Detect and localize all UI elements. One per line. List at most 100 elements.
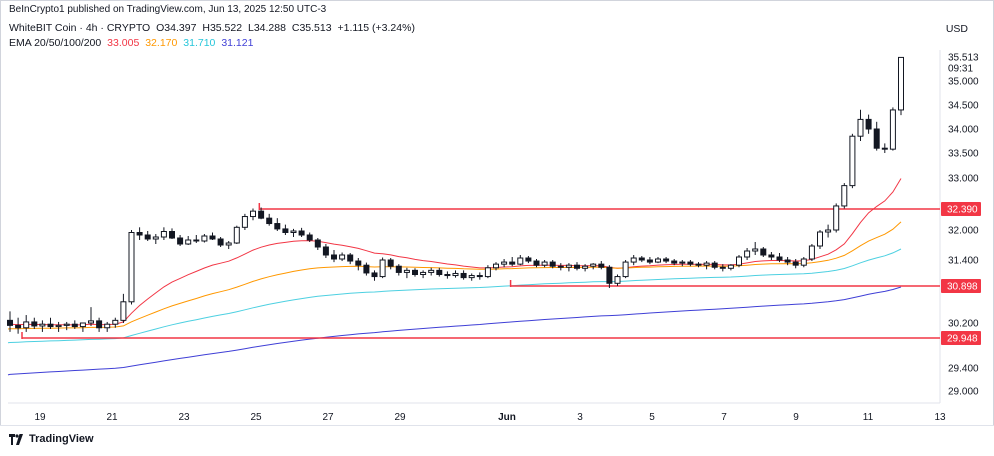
candle-body-down bbox=[784, 259, 791, 263]
footer-bar: TradingView bbox=[0, 425, 994, 456]
price-tick-label: 34.500 bbox=[948, 101, 979, 112]
candle-body-up bbox=[841, 185, 848, 207]
price-tick-label: 35.000 bbox=[948, 77, 979, 88]
candle bbox=[833, 203, 840, 233]
candle bbox=[622, 260, 629, 279]
level-price-badge bbox=[941, 279, 981, 293]
ema-100-line bbox=[7, 248, 902, 344]
level-price-badge bbox=[941, 202, 981, 216]
time-tick-label: 3 bbox=[577, 412, 583, 423]
ema-100-value: 31.710 bbox=[183, 37, 216, 49]
candle bbox=[468, 273, 475, 281]
ohlc-high: H35.522 bbox=[202, 22, 243, 34]
ema-label[interactable]: EMA 20/50/100/200 bbox=[9, 37, 102, 49]
candle bbox=[347, 253, 354, 265]
candle bbox=[185, 236, 192, 245]
candle-body-down bbox=[444, 274, 451, 277]
time-tick-label: 23 bbox=[178, 412, 190, 423]
tradingview-brand: TradingView bbox=[29, 433, 94, 445]
candle bbox=[15, 317, 22, 334]
time-tick-label: 11 bbox=[863, 412, 874, 423]
price-change: +1.115 (+3.24%) bbox=[337, 22, 415, 34]
candle-body-down bbox=[687, 261, 694, 265]
time-axis-ticks[interactable]: 19 21 23 25 27 29 Jun 3 5 7 9 11 13 bbox=[34, 412, 946, 423]
candle-body-down bbox=[258, 210, 265, 219]
time-tick-label: 25 bbox=[250, 412, 262, 423]
price-tick-label: 34.000 bbox=[948, 125, 979, 136]
candle-body-down bbox=[7, 319, 13, 326]
candle-body-up bbox=[582, 265, 589, 269]
ohlc-close: C35.513 bbox=[291, 22, 332, 34]
candle-body-up bbox=[736, 256, 742, 266]
candle-body-down bbox=[144, 234, 151, 240]
candle bbox=[800, 257, 807, 268]
candle-body-down bbox=[776, 256, 783, 261]
candle-body-up bbox=[225, 242, 232, 246]
price-chart[interactable]: 35.000 34.500 34.000 33.500 33.000 32.000 31.4… bbox=[0, 0, 994, 425]
level-price-badge-text: 30.898 bbox=[947, 282, 978, 293]
candle bbox=[152, 234, 159, 244]
last-price-label: 35.513 bbox=[948, 53, 979, 64]
price-tick-label: 30.200 bbox=[948, 319, 979, 330]
candle bbox=[857, 109, 864, 141]
ohlc-low: L34.288 bbox=[247, 22, 286, 34]
time-tick-label: 19 bbox=[34, 412, 46, 423]
candle-body-down bbox=[136, 232, 143, 236]
candle bbox=[160, 227, 167, 240]
candle-body-down bbox=[177, 237, 184, 245]
candle-body-down bbox=[873, 128, 880, 149]
candle bbox=[428, 267, 435, 276]
candle bbox=[420, 270, 427, 279]
level-price-badge-text: 32.390 bbox=[947, 205, 978, 216]
candle bbox=[727, 264, 734, 271]
candle-body-down bbox=[557, 265, 564, 268]
tradingview-logo[interactable]: TradingView bbox=[9, 433, 94, 445]
candle-body-up bbox=[630, 257, 637, 263]
candle bbox=[201, 234, 208, 243]
candle bbox=[31, 317, 38, 329]
candle bbox=[47, 317, 54, 329]
candle bbox=[598, 261, 605, 270]
candle bbox=[79, 322, 86, 332]
candle-body-up bbox=[622, 261, 629, 278]
candle bbox=[128, 230, 135, 305]
candle-body-up bbox=[727, 264, 734, 269]
candle bbox=[881, 143, 888, 153]
candle bbox=[865, 114, 872, 134]
ema-200-line bbox=[7, 286, 902, 376]
candle bbox=[436, 267, 443, 277]
symbol-name[interactable]: WhiteBIT Coin · 4h · CRYPTO bbox=[9, 22, 151, 34]
candle-body-down bbox=[314, 239, 321, 248]
candle-body-down bbox=[71, 323, 78, 328]
candle-body-down bbox=[363, 264, 370, 274]
candle bbox=[233, 225, 240, 244]
candle-body-down bbox=[193, 239, 200, 242]
candle-body-up bbox=[233, 226, 240, 244]
candle bbox=[655, 257, 661, 264]
candle-body-up bbox=[655, 258, 661, 263]
candle bbox=[96, 317, 103, 332]
candle bbox=[88, 307, 94, 326]
time-tick-label: 27 bbox=[322, 412, 334, 423]
candle bbox=[355, 258, 362, 271]
candle bbox=[784, 257, 791, 266]
candle-body-up bbox=[565, 264, 572, 268]
candle-body-up bbox=[379, 259, 386, 278]
candle-body-down bbox=[169, 231, 175, 239]
publisher-line: BeInCrypto1 published on TradingView.com… bbox=[9, 4, 327, 15]
candle bbox=[849, 133, 856, 189]
price-axis-ticks[interactable]: 35.000 34.500 34.000 33.500 33.000 32.000 31.4… bbox=[948, 77, 979, 398]
horizontal-levels[interactable] bbox=[21, 203, 940, 339]
candle bbox=[792, 259, 799, 269]
candle bbox=[120, 293, 127, 323]
candle-body-down bbox=[322, 246, 329, 256]
candle bbox=[808, 244, 815, 262]
candle bbox=[679, 260, 686, 267]
candle bbox=[744, 248, 751, 260]
candle-body-down bbox=[274, 223, 281, 230]
candle-body-up bbox=[484, 267, 491, 278]
ema-legend: EMA 20/50/100/200 33.005 32.170 31.710 3… bbox=[9, 37, 256, 49]
candle-body-down bbox=[298, 230, 305, 236]
candle-body-up bbox=[39, 323, 46, 327]
candle-body-up bbox=[201, 235, 208, 242]
